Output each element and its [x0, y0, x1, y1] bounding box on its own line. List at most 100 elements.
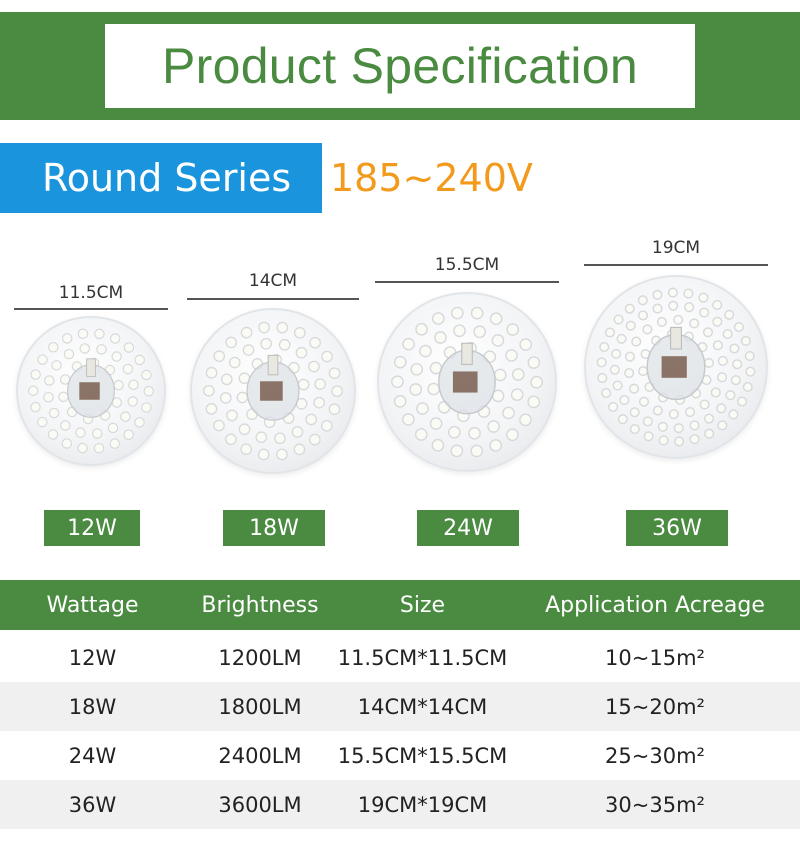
led-chip-icon: [453, 324, 466, 338]
led-chip-icon: [308, 433, 321, 446]
led-chip-icon: [702, 327, 714, 338]
led-chip-icon: [415, 322, 428, 336]
product-36w: 19CM 36W: [584, 235, 768, 550]
led-chip-icon: [624, 303, 635, 314]
led-chip-icon: [642, 324, 653, 335]
led-chip-icon: [134, 354, 145, 366]
led-chip-icon: [107, 422, 119, 434]
led-chip-icon: [328, 403, 341, 416]
led-chip-icon: [487, 420, 500, 433]
cell-acreage: 10~15m²: [605, 645, 705, 670]
led-chip-icon: [51, 360, 62, 371]
led-chip-icon: [652, 289, 663, 300]
led-chip-icon: [596, 357, 607, 368]
led-chip-icon: [276, 321, 289, 334]
led-chip-icon: [733, 321, 744, 333]
led-chip-icon: [410, 362, 424, 376]
led-chip-icon: [728, 409, 739, 420]
led-chip-icon: [699, 399, 710, 410]
dimension-line: [14, 308, 168, 310]
led-chip-icon: [716, 403, 727, 414]
driver-board-icon: [452, 371, 478, 393]
column-header-acreage: Application Acreage: [545, 592, 765, 618]
product-12w: 11.5CM 12W: [14, 280, 168, 550]
led-chip-icon: [43, 391, 54, 403]
led-chip-icon: [291, 426, 304, 438]
led-chip-icon: [434, 331, 447, 344]
led-chip-icon: [604, 327, 615, 338]
led-chip-icon: [643, 431, 654, 442]
cell-acreage: 15~20m²: [605, 694, 705, 719]
led-chip-icon: [128, 379, 139, 391]
cell-brightness: 3600LM: [218, 792, 302, 817]
header-box: Product Specification: [105, 24, 695, 108]
led-chip-icon: [127, 396, 138, 407]
led-chip-icon: [60, 420, 71, 431]
led-chip-icon: [257, 448, 270, 461]
wattage-badge: 18W: [223, 510, 325, 546]
led-chip-icon: [489, 312, 503, 326]
led-chip-icon: [599, 341, 610, 353]
led-chip-icon: [685, 407, 696, 418]
led-chip-icon: [619, 394, 630, 406]
led-chip-icon: [242, 344, 255, 356]
led-chip-icon: [611, 348, 622, 359]
led-chip-icon: [689, 420, 700, 431]
led-chip-icon: [320, 419, 333, 432]
led-chip-icon: [625, 320, 636, 331]
led-chip-icon: [113, 379, 124, 391]
led-chip-icon: [96, 344, 107, 355]
led-chip-icon: [258, 321, 270, 334]
led-chip-icon: [331, 385, 343, 398]
led-chip-icon: [519, 413, 532, 427]
led-chip-icon: [724, 309, 735, 320]
led-chip-icon: [219, 392, 232, 404]
led-chip-icon: [141, 402, 152, 413]
led-chip-icon: [668, 300, 679, 311]
led-chip-icon: [744, 351, 755, 362]
voltage-label: 185~240V: [330, 156, 533, 200]
led-chip-icon: [47, 429, 59, 440]
led-chip-icon: [260, 337, 272, 350]
led-chip-icon: [274, 432, 286, 445]
connector-icon: [461, 342, 473, 365]
led-chip-icon: [624, 351, 635, 362]
led-chip-icon: [704, 428, 715, 439]
led-chip-icon: [293, 443, 306, 456]
led-chip-icon: [717, 355, 728, 367]
led-module-image: [190, 308, 356, 474]
led-chip-icon: [205, 366, 218, 379]
led-chip-icon: [491, 334, 505, 347]
cell-wattage: 36W: [68, 792, 117, 817]
led-chip-icon: [226, 409, 238, 422]
led-chip-icon: [722, 328, 733, 340]
wattage-badge: 24W: [417, 510, 519, 546]
led-chip-icon: [652, 405, 663, 416]
led-chip-icon: [710, 387, 721, 398]
page-title: Product Specification: [161, 38, 638, 94]
led-chip-icon: [297, 378, 310, 391]
led-chip-icon: [637, 295, 648, 306]
led-array: [391, 306, 543, 458]
led-chip-icon: [61, 333, 73, 344]
size-label: 19CM: [651, 238, 701, 258]
led-module-image: [16, 316, 166, 466]
led-chip-icon: [703, 357, 714, 368]
column-header-size: Size: [399, 592, 446, 618]
led-chip-icon: [616, 333, 627, 344]
led-chip-icon: [642, 416, 653, 427]
led-chip-icon: [75, 427, 86, 438]
cell-acreage: 30~35m²: [605, 792, 705, 817]
led-chip-icon: [656, 316, 667, 327]
led-chip-icon: [510, 388, 524, 402]
led-chip-icon: [667, 287, 678, 298]
led-chip-icon: [470, 306, 484, 320]
led-chip-icon: [699, 307, 710, 318]
led-chip-icon: [638, 396, 650, 407]
product-24w: 15.5CM 24W: [375, 252, 559, 550]
led-chip-icon: [511, 368, 525, 381]
led-chip-icon: [225, 336, 238, 349]
led-chip-icon: [712, 299, 723, 310]
dimension-line: [375, 281, 559, 283]
led-chip-icon: [30, 369, 41, 380]
